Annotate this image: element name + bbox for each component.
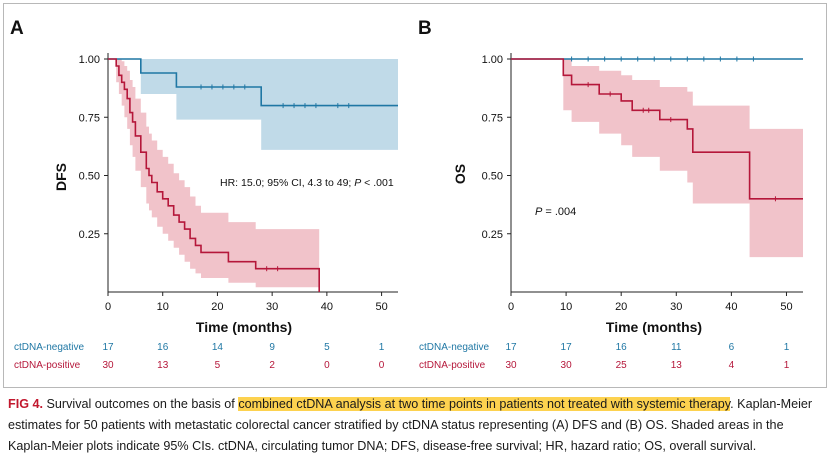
panel-b-ytick-label: 0.75	[482, 112, 503, 124]
panel-a-ci-band-ctdna-positive	[108, 59, 320, 288]
panel-a-risk-count: 0	[379, 360, 385, 371]
panel-a-km-line-ctdna-positive	[108, 58, 320, 292]
panel-a-km-line-ctdna-negative	[108, 58, 398, 107]
panel-a-risk-count: 5	[215, 360, 221, 371]
panel-b-xtick-label: 20	[615, 301, 627, 313]
panel-b-risk-count: 16	[616, 342, 628, 353]
panel-a-label: A	[10, 18, 24, 39]
figure-caption: FIG 4. Survival outcomes on the basis of…	[8, 394, 826, 457]
panel-a-risk-count: 13	[157, 360, 169, 371]
panel-a-risk-count: 16	[157, 342, 169, 353]
panel-a-ytick-label: 0.25	[79, 229, 100, 241]
panel-b-ylabel: OS	[452, 164, 468, 184]
panel-a-xtick-label: 50	[375, 301, 387, 313]
panel-b-label: B	[418, 18, 432, 39]
panel-b-risk-row-label: ctDNA-negative	[419, 342, 489, 353]
panel-b-xtick-label: 30	[670, 301, 682, 313]
panel-b-xtick-label: 0	[508, 301, 514, 313]
panel-b-risk-count: 30	[561, 360, 573, 371]
panel-a-risk-count: 30	[102, 360, 114, 371]
panel-b-risk-count: 1	[784, 342, 790, 353]
panel-a-risk-count: 9	[269, 342, 275, 353]
panel-b-risk-row-label: ctDNA-positive	[419, 360, 486, 371]
panel-a-ylabel: DFS	[53, 163, 69, 191]
panel-a-ytick-label: 0.50	[79, 171, 100, 183]
panel-a-xtick-label: 30	[266, 301, 278, 313]
panel-a-risk-count: 5	[324, 342, 330, 353]
panel-a-xlabel: Time (months)	[196, 319, 292, 335]
panel-b-ytick-label: 0.50	[482, 171, 503, 183]
panel-b-ci-band-ctdna-positive	[511, 59, 803, 258]
caption-text-after: . Kaplan-Meier estimates for 50 patients…	[8, 397, 813, 453]
panel-a-xtick-label: 40	[321, 301, 333, 313]
panel-b-risk-count: 25	[616, 360, 628, 371]
caption-label: FIG 4.	[8, 397, 43, 411]
panel-a-xtick-label: 20	[211, 301, 223, 313]
panel-b-risk-count: 11	[671, 342, 682, 353]
panel-b-risk-count: 17	[561, 342, 573, 353]
panel-a-risk-count: 14	[212, 342, 224, 353]
panel-a-ci-band-ctdna-negative	[108, 59, 398, 150]
caption-text-before: Survival outcomes on the basis of	[43, 397, 239, 411]
panel-b-ytick-label: 0.25	[482, 229, 503, 241]
panel-b-p-annotation: P = .004	[535, 206, 576, 218]
km-figure: A DFS Time (months) HR: 15.0; 95% CI, 4.…	[10, 18, 803, 371]
caption-highlight: combined ctDNA analysis at two time poin…	[238, 397, 731, 411]
panel-b-risk-count: 4	[729, 360, 735, 371]
panel-b-risk-count: 17	[505, 342, 517, 353]
panel-a-xtick-label: 0	[105, 301, 111, 313]
panel-b-risk-count: 13	[671, 360, 683, 371]
panel-a-risk-count: 1	[379, 342, 385, 353]
panel-a-ytick-label: 0.75	[79, 112, 100, 124]
panel-b-xtick-label: 40	[725, 301, 737, 313]
panel-a-risk-row-label: ctDNA-negative	[14, 342, 84, 353]
panel-a-hr-annotation: HR: 15.0; 95% CI, 4.3 to 49; P < .001	[220, 177, 394, 189]
panel-a-risk-count: 2	[269, 360, 275, 371]
panel-b-xtick-label: 50	[780, 301, 792, 313]
panel-b-risk-count: 1	[784, 360, 790, 371]
panel-b-plot: 0.25 0.50 0.75 1.00 0 10 20 30 40 50 ctDNA-negativ…	[419, 53, 803, 371]
panel-b-xtick-label: 10	[560, 301, 572, 313]
panel-b-xlabel: Time (months)	[606, 319, 702, 335]
panel-a-risk-count: 17	[102, 342, 114, 353]
panel-b-risk-count: 6	[729, 342, 735, 353]
panel-a-risk-count: 0	[324, 360, 330, 371]
panel-b-ytick-label: 1.00	[482, 54, 503, 66]
panel-a-risk-row-label: ctDNA-positive	[14, 360, 81, 371]
panel-a-xtick-label: 10	[157, 301, 169, 313]
panel-b-risk-count: 30	[505, 360, 517, 371]
panel-a-plot: 0.250.500.751.000 10 20 30 40 50ctDNA-negativ…	[14, 53, 398, 371]
panel-a-ytick-label: 1.00	[79, 54, 100, 66]
